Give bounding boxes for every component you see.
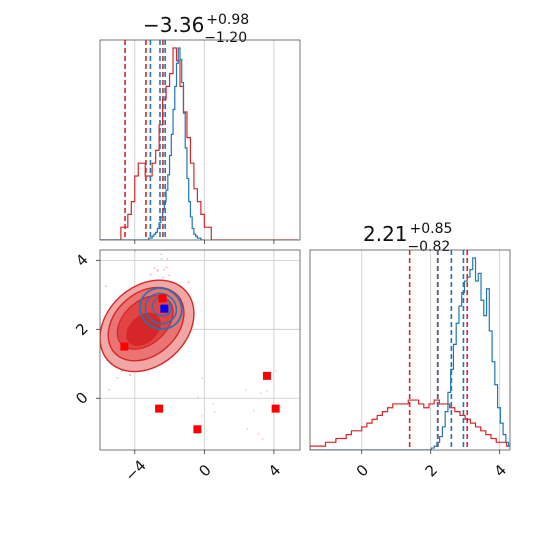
x-tick-label: 2 bbox=[422, 461, 441, 480]
red-square-marker bbox=[262, 371, 271, 380]
scatter-dot bbox=[213, 410, 216, 413]
scatter-dot bbox=[257, 432, 260, 435]
scatter-dot bbox=[280, 405, 282, 408]
scatter-dot bbox=[165, 266, 168, 269]
title-param2-lower: −0.82 bbox=[407, 239, 450, 255]
red-square-marker bbox=[158, 294, 167, 303]
y-tick-label: 4 bbox=[72, 251, 91, 270]
scatter-dot bbox=[181, 245, 183, 247]
red-square-marker bbox=[120, 342, 129, 351]
scatter-dot bbox=[275, 370, 277, 372]
scatter-dot bbox=[166, 258, 169, 260]
scatter-dot bbox=[212, 402, 215, 405]
scatter-dot bbox=[163, 268, 166, 271]
scatter-dot bbox=[108, 389, 111, 391]
scatter-dot bbox=[201, 415, 204, 417]
scatter-dot bbox=[153, 267, 155, 270]
scatter-dot bbox=[162, 276, 165, 279]
scatter-dot bbox=[266, 390, 268, 392]
x-tick-label: −4 bbox=[121, 457, 149, 485]
hist-param2-red bbox=[310, 399, 510, 450]
contour-blue-mid bbox=[144, 292, 178, 325]
scatter-dot bbox=[187, 281, 190, 283]
y-tick-label: 0 bbox=[72, 389, 91, 408]
title-param1-upper: +0.98 bbox=[206, 12, 249, 28]
blue-square-marker bbox=[160, 304, 169, 313]
red-square-marker bbox=[193, 425, 202, 434]
title-param1-median: −3.36 bbox=[143, 13, 204, 37]
red-square-marker bbox=[271, 404, 280, 413]
hist-param2-panel: 0 2 4 bbox=[309, 249, 511, 480]
hist-param2-blue bbox=[310, 257, 510, 450]
y-tick-label: 2 bbox=[72, 320, 91, 339]
scatter-dot bbox=[252, 409, 255, 412]
red-square-marker bbox=[155, 404, 164, 413]
x-tick-label: 4 bbox=[491, 461, 510, 480]
scatter-dot bbox=[197, 396, 199, 398]
x-tick-label: 0 bbox=[195, 461, 214, 480]
scatter-dot bbox=[261, 438, 264, 440]
scatter-dot bbox=[245, 389, 247, 391]
hist-param1-red bbox=[100, 47, 299, 240]
scatter-dot bbox=[160, 253, 163, 256]
title-param2-upper: +0.85 bbox=[410, 221, 453, 237]
scatter-dot bbox=[104, 285, 107, 288]
title-param1-lower: −1.20 bbox=[204, 30, 247, 46]
contour-blue-inner bbox=[151, 297, 172, 317]
scatter-dot bbox=[134, 250, 137, 253]
contour-blue-outer bbox=[139, 287, 183, 330]
scatter-dot bbox=[168, 274, 171, 277]
x-tick-label: 4 bbox=[265, 461, 284, 480]
scatter-dot bbox=[149, 273, 152, 276]
hist-param1-blue bbox=[100, 47, 205, 240]
scatter-dot bbox=[259, 392, 262, 394]
scatter-dot bbox=[116, 376, 119, 379]
hist-param1-panel bbox=[99, 39, 301, 244]
scatter-dot bbox=[160, 257, 163, 260]
title-param2-median: 2.21 bbox=[363, 222, 408, 246]
scatter-dot bbox=[246, 428, 249, 430]
scatter-dot bbox=[129, 374, 132, 376]
joint-panel: −4 0 4 4 2 0 bbox=[72, 245, 301, 485]
scatter-dot bbox=[156, 269, 159, 271]
x-tick-label: 0 bbox=[353, 461, 372, 480]
scatter-dot bbox=[219, 248, 221, 250]
title-param1: −3.36 +0.98 −1.20 bbox=[143, 12, 249, 46]
scatter-dot bbox=[201, 377, 204, 380]
title-param2: 2.21 +0.85 −0.82 bbox=[363, 221, 452, 255]
